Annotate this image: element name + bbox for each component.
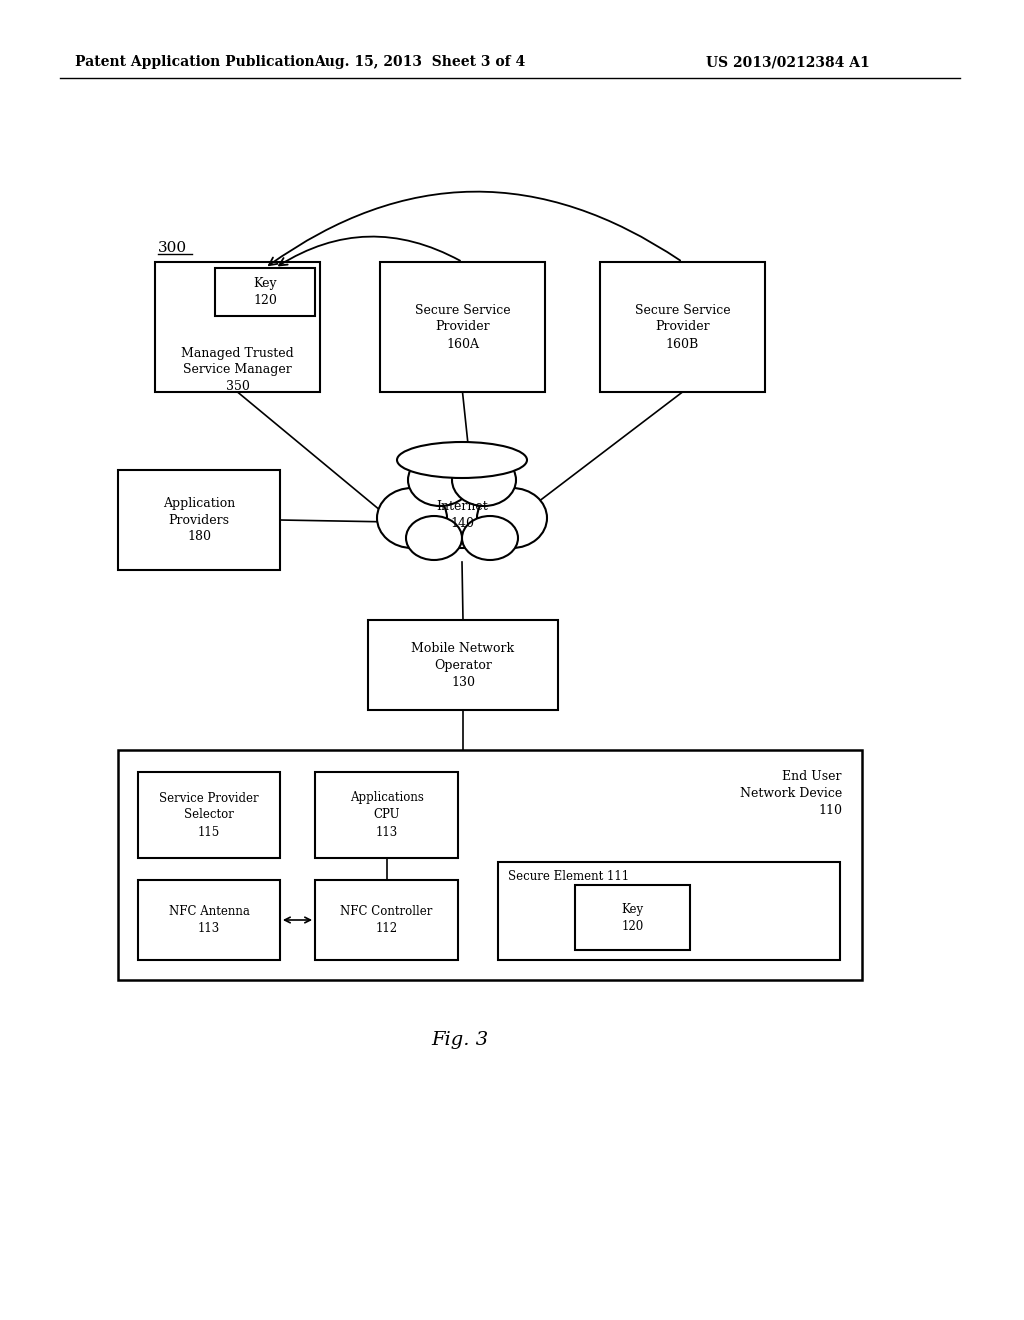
Text: 300: 300	[158, 242, 187, 255]
Text: Mobile Network
Operator
130: Mobile Network Operator 130	[412, 642, 515, 689]
Text: Service Provider
Selector
115: Service Provider Selector 115	[159, 792, 259, 838]
Text: Applications
CPU
113: Applications CPU 113	[349, 792, 424, 838]
Ellipse shape	[406, 516, 462, 560]
Bar	[315, 772, 458, 858]
Bar	[368, 620, 558, 710]
Bar	[215, 268, 315, 315]
Bar	[600, 261, 765, 392]
FancyArrowPatch shape	[280, 236, 460, 265]
Text: Secure Service
Provider
160A: Secure Service Provider 160A	[415, 304, 510, 351]
Bar	[380, 261, 545, 392]
Text: Key
120: Key 120	[622, 903, 644, 932]
Ellipse shape	[397, 442, 527, 478]
Text: US 2013/0212384 A1: US 2013/0212384 A1	[707, 55, 870, 69]
Text: Secure Service
Provider
160B: Secure Service Provider 160B	[635, 304, 730, 351]
Text: Patent Application Publication: Patent Application Publication	[75, 55, 314, 69]
Ellipse shape	[414, 473, 510, 548]
Text: Key
120: Key 120	[253, 277, 276, 308]
Text: Fig. 3: Fig. 3	[431, 1031, 488, 1049]
Bar	[498, 862, 840, 960]
Bar	[118, 470, 280, 570]
Bar	[155, 261, 319, 392]
Ellipse shape	[477, 488, 547, 548]
FancyArrowPatch shape	[269, 191, 680, 265]
Ellipse shape	[408, 454, 472, 506]
Text: Internet
140: Internet 140	[436, 500, 487, 531]
Bar	[575, 884, 690, 950]
Bar	[138, 880, 280, 960]
Text: Aug. 15, 2013  Sheet 3 of 4: Aug. 15, 2013 Sheet 3 of 4	[314, 55, 525, 69]
Text: NFC Antenna
113: NFC Antenna 113	[169, 906, 250, 935]
Text: Managed Trusted
Service Manager
350: Managed Trusted Service Manager 350	[181, 346, 294, 393]
Ellipse shape	[377, 488, 447, 548]
Text: NFC Controller
112: NFC Controller 112	[340, 906, 433, 935]
Text: Secure Element 111: Secure Element 111	[508, 870, 629, 883]
Ellipse shape	[462, 516, 518, 560]
Bar	[315, 880, 458, 960]
Bar	[138, 772, 280, 858]
Ellipse shape	[452, 454, 516, 506]
Text: Application
Providers
180: Application Providers 180	[163, 496, 236, 544]
Bar	[118, 750, 862, 979]
Text: End User
Network Device
110: End User Network Device 110	[739, 770, 842, 817]
